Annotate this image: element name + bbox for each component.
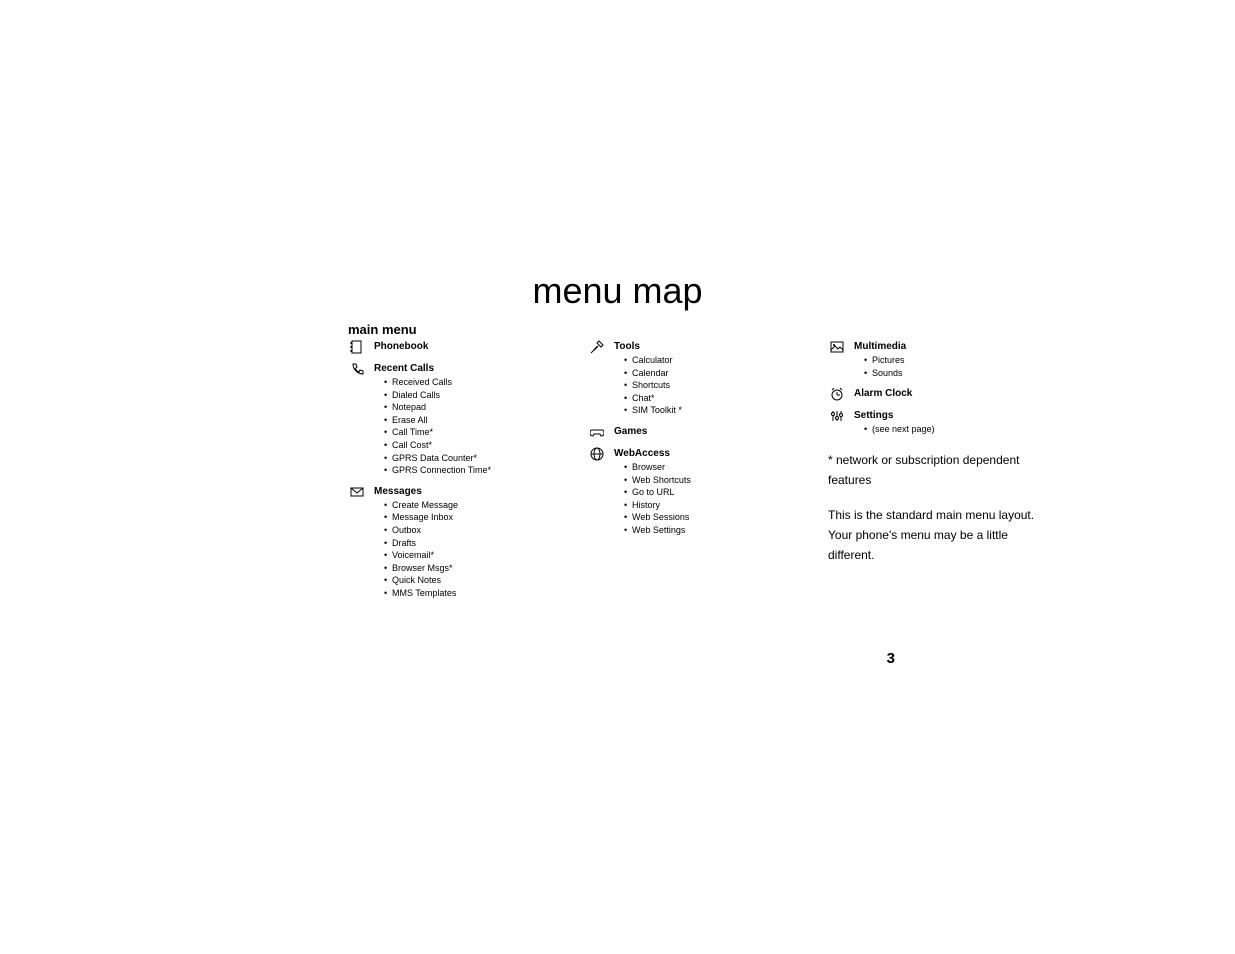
menu-title: Phonebook (374, 340, 528, 353)
menu-title: Games (614, 425, 768, 438)
menu-item: Calculator (624, 354, 768, 367)
menu-item: Web Sessions (624, 511, 768, 524)
menu-block-messages: Messages Create Message Message Inbox Ou… (348, 485, 528, 600)
menu-item: Drafts (384, 537, 528, 550)
tools-icon (588, 340, 606, 354)
menu-item: Create Message (384, 499, 528, 512)
page-title: menu map (0, 270, 1235, 312)
webaccess-icon (588, 447, 606, 461)
menu-item: Go to URL (624, 486, 768, 499)
menu-block-settings: Settings (see next page) (828, 409, 1048, 436)
menu-item: Message Inbox (384, 511, 528, 524)
menu-item: Call Time* (384, 426, 528, 439)
menu-col-2: Tools Calculator Calendar Shortcuts Chat… (588, 340, 768, 608)
menu-block-multimedia: Multimedia Pictures Sounds (828, 340, 1048, 379)
multimedia-icon (828, 340, 846, 354)
menu-item: Sounds (864, 367, 1048, 380)
menu-item: GPRS Data Counter* (384, 452, 528, 465)
menu-title: Tools (614, 340, 768, 353)
menu-items: (see next page) (854, 423, 1048, 436)
menu-item: Shortcuts (624, 379, 768, 392)
menu-item: Dialed Calls (384, 389, 528, 402)
menu-title: Settings (854, 409, 1048, 422)
phonebook-icon (348, 340, 366, 354)
menu-item: Web Settings (624, 524, 768, 537)
menu-items: Calculator Calendar Shortcuts Chat* SIM … (614, 354, 768, 417)
menu-block-webaccess: WebAccess Browser Web Shortcuts Go to UR… (588, 447, 768, 537)
menu-items: Create Message Message Inbox Outbox Draf… (374, 499, 528, 600)
menu-item: Voicemail* (384, 549, 528, 562)
menu-item: Calendar (624, 367, 768, 380)
footnote-layout: This is the standard main menu layout. Y… (828, 505, 1048, 566)
menu-item: Browser Msgs* (384, 562, 528, 575)
menu-item: GPRS Connection Time* (384, 464, 528, 477)
menu-item: Erase All (384, 414, 528, 427)
menu-item: (see next page) (864, 423, 1048, 436)
messages-icon (348, 485, 366, 499)
menu-item: History (624, 499, 768, 512)
menu-title: Alarm Clock (854, 387, 1048, 400)
menu-item: Notepad (384, 401, 528, 414)
menu-title: Messages (374, 485, 528, 498)
menu-items: Browser Web Shortcuts Go to URL History … (614, 461, 768, 537)
menu-item: Browser (624, 461, 768, 474)
menu-item: Pictures (864, 354, 1048, 367)
recent-calls-icon (348, 362, 366, 376)
menu-item: Web Shortcuts (624, 474, 768, 487)
menu-item: Quick Notes (384, 574, 528, 587)
menu-title: WebAccess (614, 447, 768, 460)
menu-item: Outbox (384, 524, 528, 537)
menu-block-phonebook: Phonebook (348, 340, 528, 354)
menu-item: Chat* (624, 392, 768, 405)
games-icon (588, 425, 606, 439)
menu-block-alarm-clock: Alarm Clock (828, 387, 1048, 401)
menu-title: Multimedia (854, 340, 1048, 353)
menu-item: Received Calls (384, 376, 528, 389)
menu-items: Received Calls Dialed Calls Notepad Eras… (374, 376, 528, 477)
menu-block-recent-calls: Recent Calls Received Calls Dialed Calls… (348, 362, 528, 477)
menu-item: MMS Templates (384, 587, 528, 600)
menu-block-games: Games (588, 425, 768, 439)
menu-title: Recent Calls (374, 362, 528, 375)
menu-columns: Phonebook Recent Calls Received Calls Di… (348, 340, 1048, 608)
page-number: 3 (887, 650, 895, 667)
footnote-asterisk: * network or subscription dependent feat… (828, 450, 1048, 491)
settings-icon (828, 409, 846, 423)
section-heading: main menu (348, 322, 417, 337)
menu-item: Call Cost* (384, 439, 528, 452)
menu-col-1: Phonebook Recent Calls Received Calls Di… (348, 340, 528, 608)
menu-block-tools: Tools Calculator Calendar Shortcuts Chat… (588, 340, 768, 417)
alarm-clock-icon (828, 387, 846, 401)
menu-col-3: Multimedia Pictures Sounds Alarm Clock S… (828, 340, 1048, 608)
menu-item: SIM Toolkit * (624, 404, 768, 417)
menu-items: Pictures Sounds (854, 354, 1048, 379)
